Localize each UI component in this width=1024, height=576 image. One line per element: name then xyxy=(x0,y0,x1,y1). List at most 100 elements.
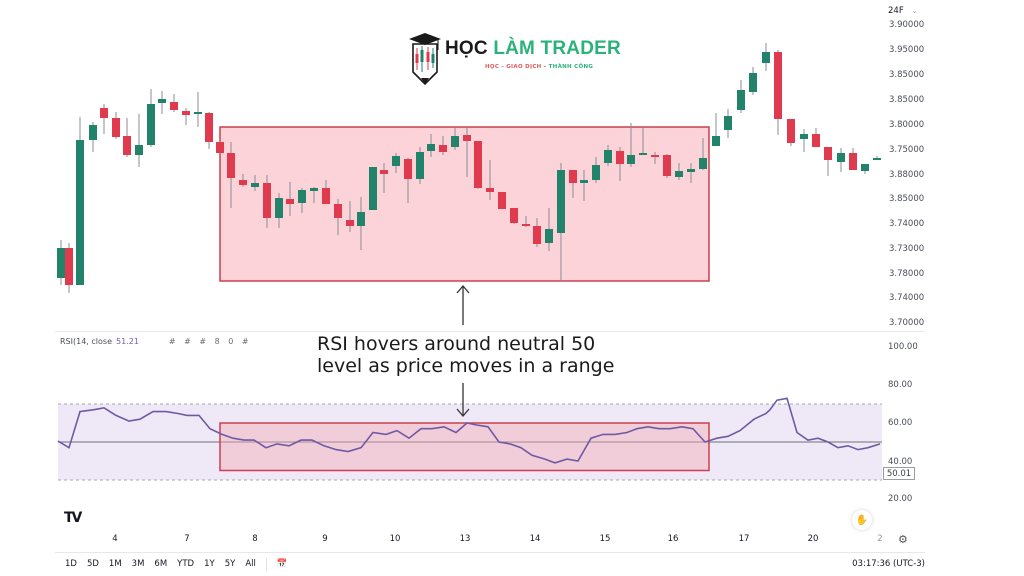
candle xyxy=(112,112,120,139)
rsi-current-value-tag: 50.01 xyxy=(883,467,915,480)
candle xyxy=(724,109,732,138)
range-6m[interactable]: 6M xyxy=(154,559,168,569)
candle xyxy=(533,218,541,247)
price-axis-label: 3.78000 xyxy=(889,269,925,279)
candle xyxy=(873,156,881,160)
range-1y[interactable]: 1Y xyxy=(204,559,215,569)
candle xyxy=(451,128,459,150)
rsi-legend-value: 51.21 xyxy=(116,337,139,346)
candle xyxy=(380,163,388,193)
candle xyxy=(557,163,565,281)
price-axis-label: 3.85000 xyxy=(889,70,925,80)
range-toolbar: 1D 5D 1M 3M 6M YTD 1Y 5Y All 📅 03:17:36 … xyxy=(55,552,925,575)
candle xyxy=(774,50,782,135)
candle xyxy=(837,148,845,172)
rsi-band xyxy=(58,404,882,480)
candle xyxy=(357,197,365,250)
candle xyxy=(89,122,97,152)
price-axis-label: 3.85000 xyxy=(889,194,925,204)
candle xyxy=(147,89,155,147)
candle xyxy=(510,208,518,224)
timeframe-selector[interactable]: 24F ⌄ xyxy=(883,3,923,18)
candle xyxy=(824,147,832,176)
calendar-icon: 📅 xyxy=(276,559,288,569)
go-to-date-button[interactable]: 📅 xyxy=(277,559,288,569)
candle xyxy=(522,216,530,227)
candle xyxy=(737,80,745,113)
clock-timezone[interactable]: 03:17:36 (UTC-3) xyxy=(852,559,925,569)
rsi-axis-60: 60.00 xyxy=(888,418,913,428)
time-axis-label: 8 xyxy=(252,534,258,544)
time-axis-label: 16 xyxy=(667,534,679,544)
rsi-line xyxy=(57,397,881,464)
rsi-legend-name: RSI(14, close xyxy=(60,337,112,346)
candle xyxy=(76,117,84,285)
price-chart[interactable] xyxy=(0,0,1024,330)
candle xyxy=(569,170,577,198)
hand-cursor-icon: ✋ xyxy=(855,514,869,526)
candle xyxy=(463,128,471,177)
pane-divider[interactable] xyxy=(55,331,925,332)
time-axis-label: 10 xyxy=(389,534,401,544)
rsi-legend[interactable]: RSI(14, close 51.21 # # # 8 0 # xyxy=(60,337,252,346)
time-axis-label: 17 xyxy=(738,534,750,544)
cursor-mode-button[interactable]: ✋ xyxy=(852,510,872,530)
candle xyxy=(57,240,65,285)
candle xyxy=(787,119,795,146)
toolbar-divider xyxy=(265,557,267,571)
rsi-legend-tools[interactable]: # # # 8 0 # xyxy=(168,337,252,346)
candle xyxy=(861,164,869,174)
candle xyxy=(322,180,330,204)
candle xyxy=(416,147,424,184)
candle xyxy=(404,158,412,203)
gear-icon: ⚙ xyxy=(898,533,908,546)
range-3m[interactable]: 3M xyxy=(131,559,145,569)
range-ytd[interactable]: YTD xyxy=(177,559,195,569)
candle xyxy=(712,113,720,146)
candle xyxy=(627,123,635,167)
chevron-down-icon: ⌄ xyxy=(911,6,918,15)
candle xyxy=(310,187,318,203)
candle xyxy=(298,188,306,213)
candle xyxy=(205,112,213,149)
annotation-text: RSI hovers around neutral 50 level as pr… xyxy=(317,333,614,377)
time-axis-label: 20 xyxy=(807,534,819,544)
time-axis[interactable]: 4 7 8 9 10 13 14 15 16 17 20 2 xyxy=(55,530,925,550)
range-1m[interactable]: 1M xyxy=(108,559,122,569)
candle xyxy=(334,199,342,235)
candle xyxy=(369,167,377,210)
logo-title: HỌC LÀM TRADER xyxy=(445,38,621,60)
axis-settings-button[interactable]: ⚙ xyxy=(898,533,908,546)
candle xyxy=(239,174,247,187)
graduation-pencil-icon xyxy=(409,33,441,86)
candle xyxy=(812,128,820,147)
candle xyxy=(675,163,683,180)
candle xyxy=(545,208,553,251)
candle xyxy=(604,145,612,166)
candle xyxy=(65,243,73,293)
price-axis-label: 3.95000 xyxy=(889,45,925,55)
tradingview-logo[interactable]: TV xyxy=(64,510,82,526)
candle xyxy=(486,160,494,200)
candle xyxy=(639,127,647,155)
range-all[interactable]: All xyxy=(245,559,256,569)
candle xyxy=(263,175,271,228)
rsi-axis-20: 20.00 xyxy=(888,494,913,504)
candle xyxy=(251,175,259,191)
rsi-axis-100: 100.00 xyxy=(888,342,918,352)
candle xyxy=(182,108,190,125)
candle xyxy=(580,170,588,201)
candle xyxy=(227,142,235,208)
range-1d[interactable]: 1D xyxy=(65,559,77,569)
time-axis-label: 4 xyxy=(112,534,118,544)
rsi-axis-80: 80.00 xyxy=(888,380,913,390)
range-5d[interactable]: 5D xyxy=(86,559,99,569)
price-axis-label: 3.90000 xyxy=(889,20,925,30)
logo-subtitle-learn: HỌC xyxy=(485,64,500,70)
brand-logo: HỌC LÀM TRADER HỌC - GIAO DỊCH - THÀNH C… xyxy=(405,30,635,86)
range-5y[interactable]: 5Y xyxy=(224,559,236,569)
candle xyxy=(800,129,808,152)
price-axis-label: 3.88000 xyxy=(889,170,925,180)
candle xyxy=(275,193,283,228)
time-axis-label: 2 xyxy=(877,534,883,544)
